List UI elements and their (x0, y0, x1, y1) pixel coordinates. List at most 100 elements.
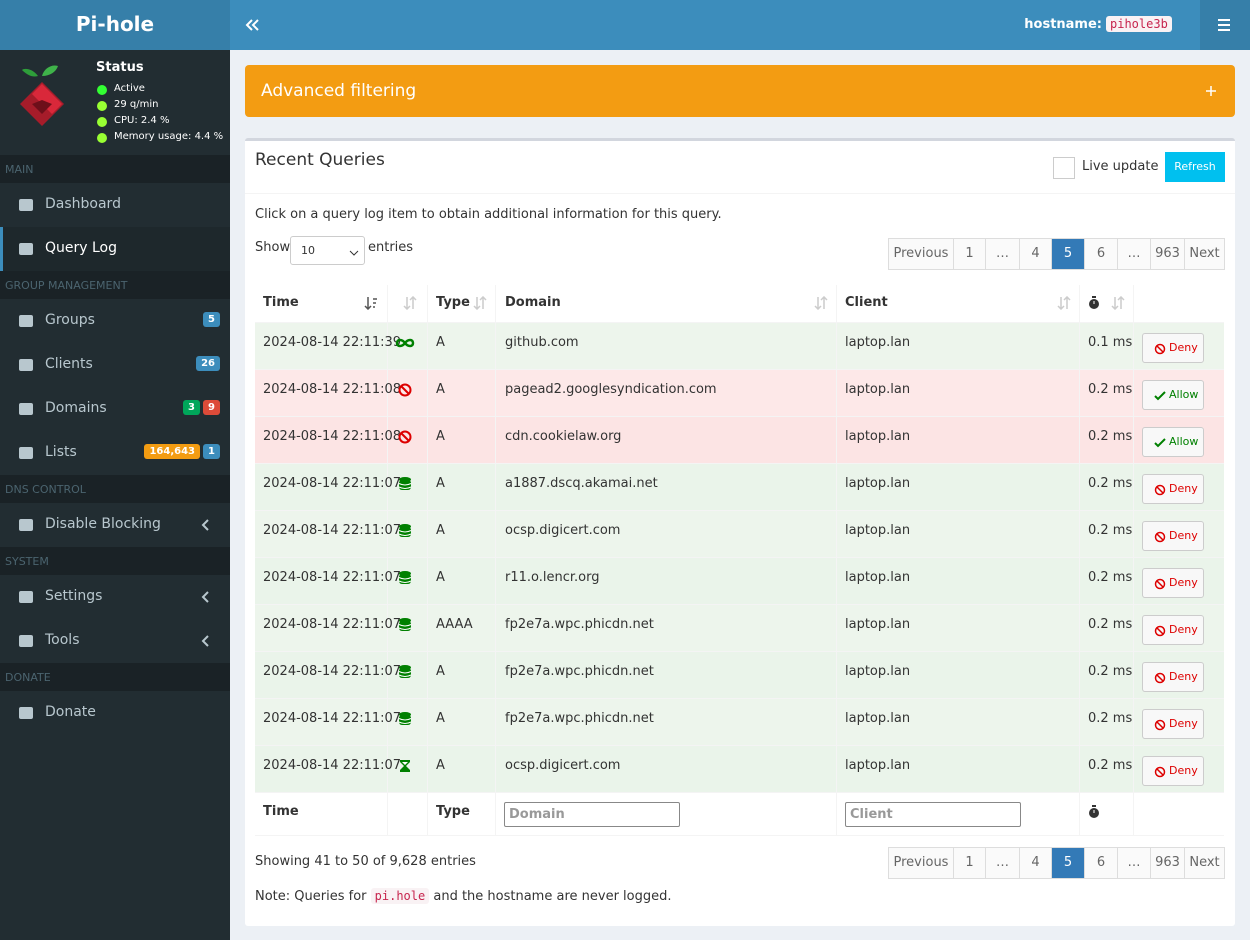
query-type: A (436, 382, 445, 397)
status-icon (97, 100, 107, 111)
menu-toggle[interactable] (1200, 0, 1250, 50)
nav-item[interactable]: Disable Blocking (45, 516, 161, 532)
page-button[interactable]: … (985, 847, 1020, 879)
nav-item[interactable]: Tools (45, 632, 80, 648)
action-button[interactable]: Deny (1142, 568, 1204, 598)
nav-item[interactable]: Clients (45, 356, 93, 372)
action-label: Deny (1169, 764, 1198, 777)
action-button[interactable]: Deny (1142, 709, 1204, 739)
cell-border (387, 464, 388, 511)
badge: 5 (203, 312, 220, 327)
query-time: 2024-08-14 22:11:07 (263, 570, 402, 585)
page-button[interactable]: 1 (953, 238, 986, 270)
live-checkbox[interactable] (1053, 157, 1075, 179)
page-button[interactable]: 963 (1150, 238, 1185, 270)
page-button[interactable]: 4 (1019, 238, 1052, 270)
page-button[interactable]: Next (1184, 847, 1225, 879)
row-bg (255, 370, 1224, 417)
cell-border (1079, 323, 1080, 370)
page-button[interactable]: Previous (888, 238, 954, 270)
cell-border (387, 417, 388, 464)
query-client: laptop.lan (845, 711, 911, 726)
footer-type: Type (436, 804, 470, 819)
page-button[interactable]: 5 (1051, 238, 1085, 270)
page-button[interactable]: … (985, 238, 1020, 270)
page-button[interactable]: 5 (1051, 847, 1085, 879)
nav-icon (18, 705, 34, 721)
chevron (200, 591, 212, 603)
query-client: laptop.lan (845, 382, 911, 397)
status-icon (395, 618, 415, 632)
cell-border (1133, 558, 1134, 605)
filter-box[interactable] (245, 65, 1235, 117)
page-button[interactable]: Previous (888, 847, 954, 879)
summary: Showing 41 to 50 of 9,628 entries (255, 854, 476, 869)
action-icon (1154, 390, 1166, 402)
action-button[interactable]: Deny (1142, 474, 1204, 504)
nav-icon (18, 241, 34, 257)
page-button[interactable]: 1 (953, 847, 986, 879)
nav-item[interactable]: Settings (45, 588, 103, 604)
cell-border (427, 285, 428, 323)
action-button[interactable]: Allow (1142, 380, 1204, 410)
status-icon (395, 571, 415, 585)
page-button[interactable]: 963 (1150, 847, 1185, 879)
sidebar-heading-bg (0, 547, 230, 575)
client-filter[interactable]: Client (845, 802, 1021, 827)
cell-border (1079, 558, 1080, 605)
page-button[interactable]: … (1117, 238, 1151, 270)
column-header[interactable]: Time (263, 295, 299, 310)
query-type: A (436, 711, 445, 726)
nav-item[interactable]: Groups (45, 312, 95, 328)
page-button[interactable]: 6 (1084, 238, 1118, 270)
badge: 1 (203, 444, 220, 459)
action-button[interactable]: Deny (1142, 333, 1204, 363)
page-button[interactable]: Next (1184, 238, 1225, 270)
row-bg (255, 417, 1224, 464)
cell-border (427, 511, 428, 558)
cell-border (387, 285, 388, 323)
cell-border (836, 746, 837, 793)
note-part: and the hostname are never logged. (433, 889, 672, 904)
cell-border (1079, 511, 1080, 558)
nav-item[interactable]: Dashboard (45, 196, 121, 212)
page-button[interactable]: … (1117, 847, 1151, 879)
reply-icon (1087, 805, 1101, 819)
page-button[interactable]: 6 (1084, 847, 1118, 879)
column-header[interactable]: Client (845, 295, 888, 310)
action-icon (1154, 578, 1166, 590)
action-button[interactable]: Deny (1142, 662, 1204, 692)
action-button[interactable]: Deny (1142, 756, 1204, 786)
note: Note: Queries for pi.hole and the hostna… (255, 888, 672, 904)
query-domain: r11.o.lencr.org (505, 570, 600, 585)
action-label: Deny (1169, 529, 1198, 542)
page-button[interactable]: 4 (1019, 847, 1052, 879)
nav-item[interactable]: Donate (45, 704, 96, 720)
show-label: Show (255, 240, 291, 255)
nav-icon (18, 313, 34, 329)
action-label: Deny (1169, 482, 1198, 495)
action-icon (1154, 343, 1166, 355)
column-header[interactable]: Type (436, 295, 470, 310)
length-select[interactable]: 10 (290, 236, 365, 265)
action-button[interactable]: Deny (1142, 521, 1204, 551)
status-title: Status (96, 60, 144, 75)
query-time: 2024-08-14 22:11:08 (263, 429, 402, 444)
row-bg (255, 323, 1224, 370)
query-time: 2024-08-14 22:11:07 (263, 758, 402, 773)
entries-label: entries (368, 240, 414, 255)
action-button[interactable]: Allow (1142, 427, 1204, 457)
nav-item[interactable]: Query Log (45, 240, 118, 256)
cell-border (836, 417, 837, 464)
nav-item[interactable]: Lists (45, 444, 77, 460)
row-bg (255, 605, 1224, 652)
nav-item[interactable]: Domains (45, 400, 107, 416)
sidebar-heading-bg (0, 155, 230, 183)
column-header[interactable]: Domain (505, 295, 561, 310)
sidebar-toggle[interactable] (240, 12, 266, 42)
action-button[interactable]: Deny (1142, 615, 1204, 645)
refresh-button[interactable]: Refresh (1165, 152, 1225, 182)
query-domain: fp2e7a.wpc.phicdn.net (505, 617, 654, 632)
cell-border (495, 464, 496, 511)
domain-filter[interactable]: Domain (504, 802, 680, 827)
